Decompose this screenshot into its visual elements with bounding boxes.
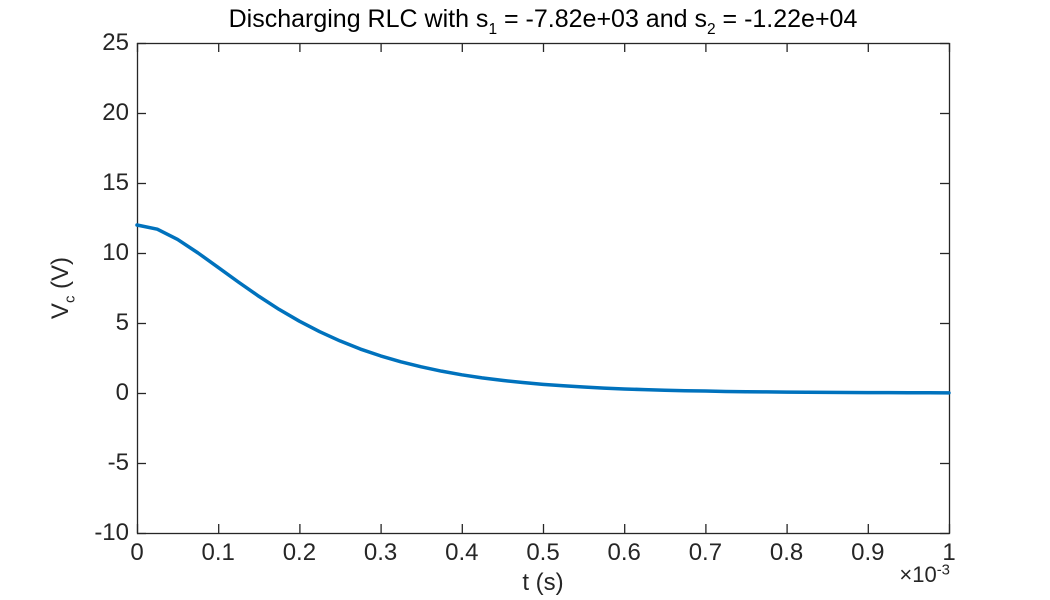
multiplier-base: ×10 bbox=[899, 562, 937, 587]
y-tick-label: 20 bbox=[102, 99, 129, 126]
chart-title-text: = -1.22e+04 bbox=[715, 5, 858, 33]
y-tick-label: 0 bbox=[115, 379, 129, 406]
y-axis-label-sub: c bbox=[62, 295, 79, 304]
x-tick-label: 1 bbox=[942, 539, 956, 566]
x-tick-label: 0.7 bbox=[688, 539, 723, 566]
x-axis-exponent-multiplier: ×10-3 bbox=[750, 562, 950, 588]
chart-title-sub2: 2 bbox=[706, 20, 716, 38]
y-tick-label: -10 bbox=[94, 519, 129, 546]
y-tick-label: -5 bbox=[107, 449, 129, 476]
x-tick-label: 0.9 bbox=[851, 539, 885, 566]
x-tick-label: 0.3 bbox=[363, 539, 398, 566]
y-tick-label: 25 bbox=[102, 29, 129, 56]
axes-box bbox=[136, 42, 951, 535]
chart-title-text: Discharging RLC with s bbox=[228, 5, 489, 33]
x-tick-label: 0.1 bbox=[201, 539, 235, 566]
y-axis-label: Vc (V) bbox=[47, 188, 79, 388]
multiplier-exponent: -3 bbox=[936, 561, 950, 579]
x-tick-label: 0.6 bbox=[607, 539, 641, 566]
voltage-curve bbox=[135, 223, 951, 395]
x-tick-label: 0.4 bbox=[445, 539, 479, 566]
y-tick-label: 15 bbox=[102, 169, 129, 196]
x-axis-label: t (s) bbox=[522, 569, 564, 596]
x-tick-label: 0.5 bbox=[526, 539, 560, 566]
y-tick-label: 5 bbox=[115, 309, 129, 336]
x-tick-label: 0.2 bbox=[282, 539, 317, 566]
chart-title-text: = -7.82e+03 and s bbox=[497, 5, 707, 33]
x-tick-label: 0.8 bbox=[769, 539, 804, 566]
y-tick-label: 10 bbox=[102, 239, 129, 266]
x-tick-label: 0 bbox=[130, 539, 144, 566]
chart-title: Discharging RLC with s1 = -7.82e+03 and … bbox=[137, 5, 949, 37]
chart-title-sub1: 1 bbox=[488, 20, 498, 38]
